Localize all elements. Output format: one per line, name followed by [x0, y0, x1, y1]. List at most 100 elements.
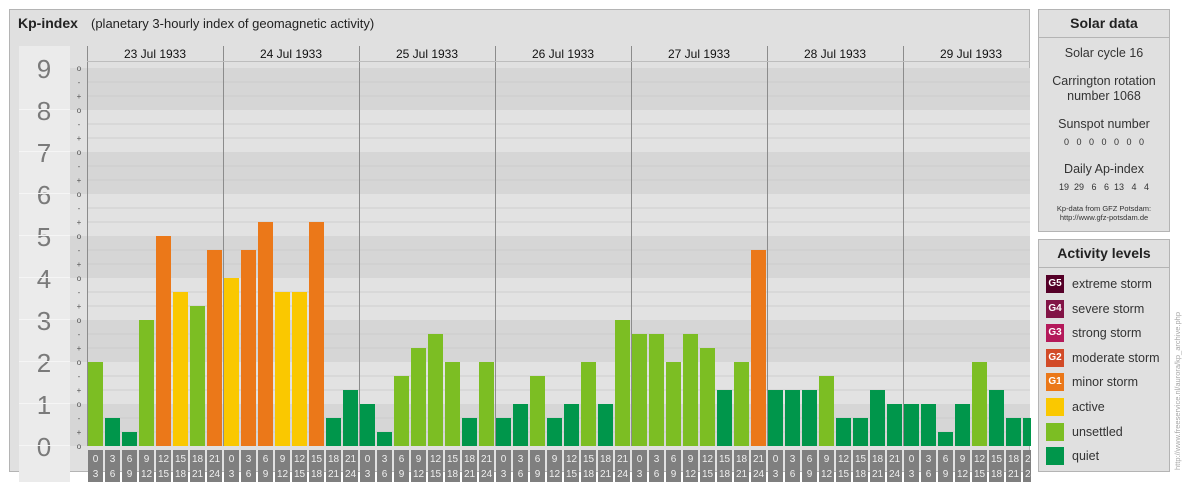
interval-start-label: 3 [926, 454, 932, 465]
kp-bar[interactable] [258, 222, 273, 446]
interval-end-label: 18 [447, 469, 459, 480]
interval-start-label: 9 [552, 454, 558, 465]
kp-bar[interactable] [139, 320, 154, 446]
activity-level-label: extreme storm [1072, 277, 1152, 291]
interval-start-label: 3 [246, 454, 252, 465]
band-5 [70, 194, 1030, 236]
kp-bar[interactable] [190, 306, 205, 446]
kp-bar[interactable] [156, 236, 171, 446]
kp-bar[interactable] [88, 362, 103, 446]
kp-bar[interactable] [819, 375, 834, 446]
kp-bar[interactable] [496, 417, 511, 446]
kp-bar[interactable] [360, 404, 375, 446]
interval-end-label: 6 [110, 469, 116, 480]
kp-bar[interactable] [428, 333, 443, 446]
kp-bar[interactable] [1023, 417, 1031, 446]
kp-bar[interactable] [207, 249, 222, 446]
daily-ap-values: 19 29 6 6 13 4 4 [1058, 182, 1150, 192]
band-8 [70, 68, 1030, 110]
interval-start-label: 9 [280, 454, 286, 465]
kp-bar[interactable] [768, 390, 783, 446]
kp-bar[interactable] [530, 375, 545, 446]
y-tick-label: 1 [37, 390, 51, 420]
y-tick-sep [19, 277, 70, 278]
kp-bar[interactable] [479, 362, 494, 446]
kp-bar[interactable] [921, 404, 936, 446]
kp-bar[interactable] [870, 390, 885, 446]
kp-bar[interactable] [717, 390, 732, 446]
kp-bar[interactable] [938, 432, 953, 446]
kp-bar[interactable] [972, 362, 987, 446]
activity-level-moderate-storm: G2 moderate storm [1046, 348, 1166, 369]
thirds-marker: + [77, 260, 82, 269]
kp-bar[interactable] [411, 348, 426, 446]
kp-bar[interactable] [683, 333, 698, 446]
kp-bar[interactable] [564, 404, 579, 446]
interval-start-label: 18 [872, 454, 884, 465]
interval-cell [734, 450, 749, 482]
activity-level-minor-storm: G1 minor storm [1046, 373, 1166, 393]
kp-bar[interactable] [700, 348, 715, 446]
kp-bar[interactable] [853, 417, 868, 446]
kp-bar[interactable] [615, 320, 630, 446]
kp-bar[interactable] [734, 362, 749, 446]
kp-bar[interactable] [598, 404, 613, 446]
interval-end-label: 9 [263, 469, 269, 480]
kp-bar[interactable] [836, 417, 851, 446]
solar-data-title: Solar data [1039, 10, 1169, 38]
kp-bar[interactable] [241, 249, 256, 446]
interval-start-label: 9 [416, 454, 422, 465]
y-tick-label: 0 [37, 432, 51, 462]
kp-bar[interactable] [105, 417, 120, 446]
kp-bar[interactable] [1006, 417, 1021, 446]
kp-bar[interactable] [989, 390, 1004, 446]
kp-bar[interactable] [751, 249, 766, 446]
credit-line-1: Kp-data from GFZ Potsdam: [1056, 204, 1152, 213]
kp-bar[interactable] [802, 390, 817, 446]
kp-bar[interactable] [547, 417, 562, 446]
interval-cell [445, 450, 460, 482]
kp-bar[interactable] [394, 375, 409, 446]
kp-bar[interactable] [887, 404, 902, 446]
band-6 [70, 152, 1030, 194]
interval-end-label: 15 [566, 469, 578, 480]
interval-start-label: 18 [328, 454, 340, 465]
interval-end-label: 18 [311, 469, 323, 480]
interval-cell [836, 450, 851, 482]
kp-bar[interactable] [904, 404, 919, 446]
kp-bar[interactable] [955, 404, 970, 446]
kp-bar-chart: 0123456789o+o-+o-+o-+o-+o-+o-+o-+o-+o-23… [19, 46, 1031, 482]
interval-end-label: 3 [365, 469, 371, 480]
kp-bar[interactable] [326, 417, 341, 446]
kp-bar[interactable] [785, 390, 800, 446]
thirds-marker: - [78, 120, 81, 129]
day-label: 26 Jul 1933 [532, 47, 594, 61]
kp-bar[interactable] [632, 333, 647, 446]
kp-bar[interactable] [292, 291, 307, 446]
kp-bar[interactable] [649, 333, 664, 446]
kp-bar[interactable] [666, 362, 681, 446]
interval-start-label: 0 [93, 454, 99, 465]
interval-cell [309, 450, 324, 482]
kp-bar[interactable] [343, 390, 358, 446]
interval-end-label: 21 [872, 469, 884, 480]
kp-bar[interactable] [224, 278, 239, 446]
interval-cell [88, 450, 103, 482]
kp-bar[interactable] [122, 432, 137, 446]
y-tick-label: 5 [37, 222, 51, 252]
kp-bar[interactable] [377, 432, 392, 446]
interval-cell [870, 450, 885, 482]
kp-bar[interactable] [275, 291, 290, 446]
interval-start-label: 3 [382, 454, 388, 465]
kp-bar[interactable] [445, 362, 460, 446]
kp-bar[interactable] [173, 291, 188, 446]
interval-end-label: 12 [141, 469, 153, 480]
chart-subtitle: (planetary 3-hourly index of geomagnetic… [91, 16, 375, 31]
kp-bar[interactable] [309, 222, 324, 446]
interval-cell [989, 450, 1004, 482]
kp-bar[interactable] [581, 362, 596, 446]
interval-start-label: 0 [773, 454, 779, 465]
interval-end-label: 6 [382, 469, 388, 480]
kp-bar[interactable] [462, 417, 477, 446]
kp-bar[interactable] [513, 404, 528, 446]
